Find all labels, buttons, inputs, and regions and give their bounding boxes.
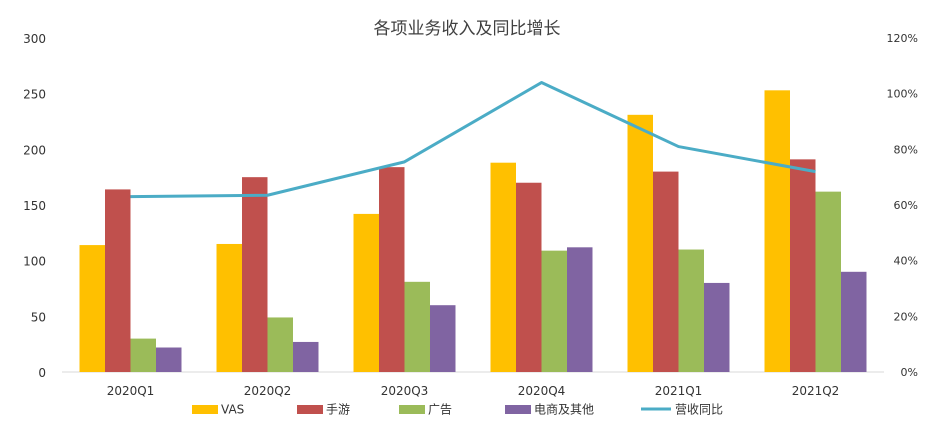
legend-swatch-0 bbox=[192, 405, 218, 414]
right-axis-tick-label: 0% bbox=[901, 366, 918, 379]
bar-2020Q3-0 bbox=[353, 213, 379, 372]
left-axis-tick-label: 300 bbox=[23, 32, 46, 46]
left-axis-tick-label: 50 bbox=[31, 310, 46, 324]
bar-2021Q2-2 bbox=[815, 191, 841, 372]
bar-2021Q1-3 bbox=[704, 282, 730, 372]
x-axis-ticks: 2020Q1 2020Q2 2020Q3 2020Q4 2021Q1 2021Q2 bbox=[107, 384, 840, 398]
left-axis-tick-label: 250 bbox=[23, 88, 46, 102]
right-axis-tick-label: 40% bbox=[894, 255, 918, 268]
line-series-group bbox=[130, 81, 816, 199]
bar-2020Q3-1 bbox=[379, 167, 405, 372]
right-axis-tick-label: 20% bbox=[894, 310, 918, 323]
bar-2020Q3-3 bbox=[430, 305, 456, 372]
left-axis-tick-label: 200 bbox=[23, 143, 46, 157]
x-axis-tick-label: 2020Q4 bbox=[518, 384, 566, 398]
chart-title: 各项业务收入及同比增长 bbox=[374, 19, 561, 39]
right-axis-tick-label: 80% bbox=[894, 143, 918, 156]
bar-2020Q2-1 bbox=[242, 177, 268, 372]
legend-label-0: VAS bbox=[221, 403, 244, 417]
bar-2020Q4-0 bbox=[490, 162, 516, 372]
bar-2020Q4-1 bbox=[516, 182, 542, 372]
right-axis-ticks: 0% 20% 40% 60% 80% 100% 120% bbox=[887, 32, 918, 379]
bar-2020Q1-0 bbox=[79, 245, 105, 372]
legend-label-1: 手游 bbox=[326, 403, 350, 417]
bar-2020Q2-2 bbox=[267, 317, 293, 372]
bar-2021Q2-0 bbox=[764, 90, 790, 373]
legend: VAS 手游 广告 电商及其他 营收同比 bbox=[192, 402, 723, 417]
x-axis-tick-label: 2021Q1 bbox=[655, 384, 703, 398]
bar-2021Q2-1 bbox=[790, 159, 816, 372]
bar-2021Q2-3 bbox=[841, 271, 867, 372]
x-axis-tick-label: 2020Q3 bbox=[381, 384, 429, 398]
line-营收同比 bbox=[130, 81, 816, 199]
legend-swatch-3 bbox=[505, 405, 531, 414]
right-axis-tick-label: 100% bbox=[887, 88, 918, 101]
left-axis-tick-label: 0 bbox=[38, 366, 46, 380]
bar-2020Q4-3 bbox=[567, 247, 593, 372]
bar-2020Q2-0 bbox=[216, 243, 242, 372]
bar-2020Q1-3 bbox=[156, 347, 182, 372]
right-axis-tick-label: 120% bbox=[887, 32, 918, 45]
legend-swatch-1 bbox=[297, 405, 323, 414]
left-axis-tick-label: 150 bbox=[23, 199, 46, 213]
bar-2020Q2-3 bbox=[293, 341, 319, 372]
bar-2021Q1-1 bbox=[653, 171, 679, 372]
bar-2021Q1-2 bbox=[678, 249, 704, 372]
bar-2020Q3-2 bbox=[404, 281, 430, 372]
x-axis-tick-label: 2020Q2 bbox=[244, 384, 292, 398]
legend-label-2: 广告 bbox=[428, 403, 452, 417]
left-axis-ticks: 0 50 100 150 200 250 300 bbox=[23, 32, 46, 380]
legend-swatch-2 bbox=[399, 405, 425, 414]
x-axis-tick-label: 2021Q2 bbox=[792, 384, 840, 398]
legend-label-4: 营收同比 bbox=[675, 403, 723, 417]
bar-2020Q1-2 bbox=[130, 338, 156, 372]
bar-2020Q1-1 bbox=[105, 189, 131, 372]
bars-group bbox=[79, 90, 867, 373]
bar-2020Q4-2 bbox=[541, 250, 567, 372]
legend-label-3: 电商及其他 bbox=[534, 402, 594, 417]
right-axis-tick-label: 60% bbox=[894, 199, 918, 212]
bar-2021Q1-0 bbox=[627, 114, 653, 372]
x-axis-tick-label: 2020Q1 bbox=[107, 384, 155, 398]
left-axis-tick-label: 100 bbox=[23, 255, 46, 269]
